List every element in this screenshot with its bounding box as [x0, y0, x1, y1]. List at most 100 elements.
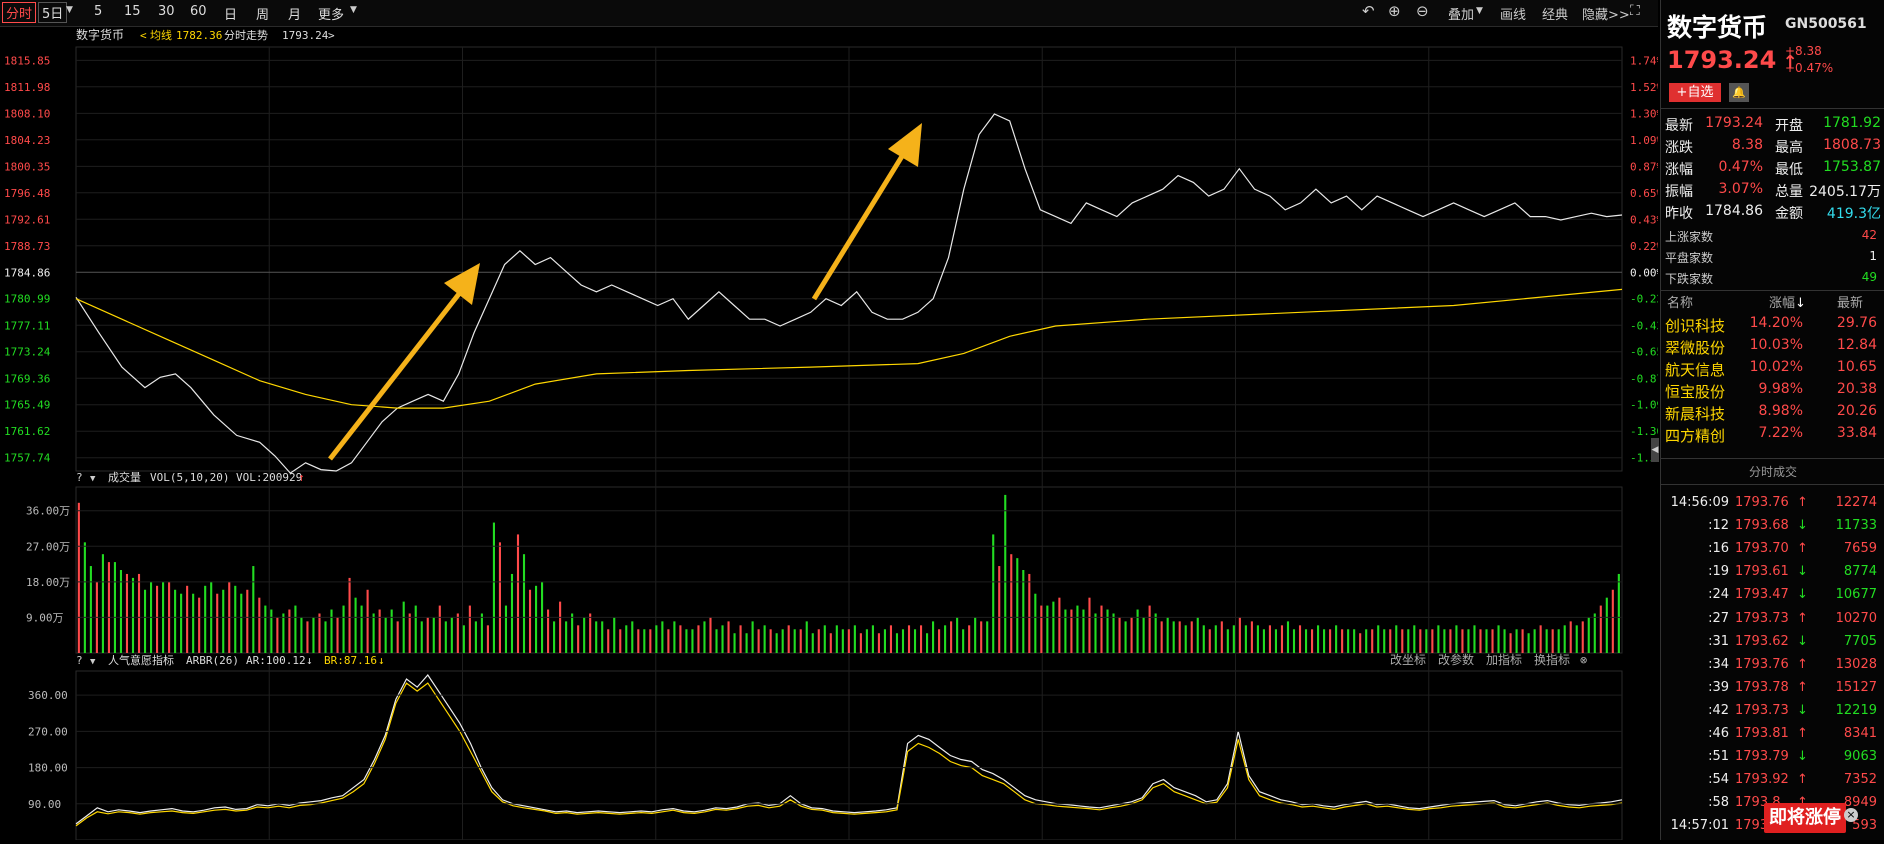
chevron-down-icon[interactable]: ▼	[1476, 6, 1483, 16]
volume-bar	[192, 593, 195, 653]
tick-price: 1793.92	[1735, 772, 1789, 788]
period-day[interactable]: 日	[224, 8, 238, 23]
breadth-value: 49	[1861, 270, 1877, 284]
volume-bar	[77, 502, 80, 653]
volume-bar	[180, 593, 183, 653]
zoom-out-icon[interactable]: ⊖	[1416, 2, 1429, 20]
chevron-down-icon[interactable]: ▼	[350, 5, 357, 15]
period-60min[interactable]: 60	[190, 4, 207, 19]
volume-bar	[366, 589, 369, 653]
breadth-label: 下跌家数	[1665, 272, 1714, 286]
price-axis-label: 1788.73	[4, 240, 50, 253]
volume-bar	[907, 625, 911, 653]
stock-row[interactable]: 四方精创 7.22% 33.84	[1665, 425, 1881, 445]
price-axis-label: 1765.49	[4, 399, 50, 412]
volume-bar	[498, 542, 501, 653]
chevron-down-icon[interactable]: ▼	[66, 5, 73, 15]
zoom-in-icon[interactable]: ⊕	[1388, 2, 1401, 20]
period-15min[interactable]: 15	[124, 4, 141, 19]
stock-row[interactable]: 新晨科技 8.98% 20.26	[1665, 403, 1881, 423]
header-name[interactable]: 名称	[1667, 296, 1694, 311]
stock-row-name: 新晨科技	[1665, 405, 1726, 423]
tick-volume: 13028	[1835, 656, 1877, 672]
hide-button[interactable]: 隐藏>>	[1582, 8, 1630, 23]
period-30min[interactable]: 30	[158, 4, 175, 19]
stock-row[interactable]: 翠微股份 10.03% 12.84	[1665, 337, 1881, 357]
fullscreen-icon[interactable]: ⛶	[1630, 3, 1640, 19]
volume-bar	[1515, 629, 1518, 653]
collapse-icon[interactable]: ▼	[90, 657, 96, 667]
pct-axis-label: 1.30%	[1630, 107, 1658, 120]
tick-volume: 8949	[1843, 795, 1877, 811]
trend-label: 分时走势	[224, 29, 268, 42]
quote-row: 最新 1793.24 开盘 1781.92	[1665, 115, 1881, 135]
tick-time: :46	[1708, 726, 1729, 741]
quote-value: 1784.86	[1705, 203, 1763, 219]
volume-bar	[1052, 601, 1055, 653]
undo-icon[interactable]: ↶	[1362, 2, 1375, 20]
stock-row[interactable]: 航天信息 10.02% 10.65	[1665, 359, 1881, 379]
pct-axis-label: -0.87%	[1630, 372, 1658, 385]
tick-price: 1793.79	[1735, 749, 1789, 765]
tick-volume: 8341	[1843, 726, 1877, 741]
volume-bar	[1557, 629, 1560, 653]
switch-indicator-button[interactable]: 换指标	[1534, 652, 1570, 667]
volume-bar	[1509, 633, 1512, 653]
tick-price: 1793.62	[1735, 633, 1789, 649]
pct-axis-label: 1.09%	[1630, 134, 1658, 147]
volume-bar	[1437, 625, 1440, 653]
stock-row[interactable]: 创识科技 14.20% 29.76	[1665, 315, 1881, 335]
panel-collapse-handle[interactable]: ◀	[1651, 438, 1659, 462]
volume-bar	[1455, 625, 1458, 653]
volume-bar	[1184, 625, 1187, 653]
add-indicator-button[interactable]: 加指标	[1486, 652, 1522, 667]
help-icon[interactable]: ?	[76, 471, 83, 484]
header-pct[interactable]: 涨幅↓	[1769, 296, 1806, 311]
classic-button[interactable]: 经典	[1542, 8, 1569, 23]
period-more[interactable]: 更多	[318, 8, 345, 23]
period-5day[interactable]: 5日	[38, 2, 68, 23]
stock-row-name: 翠微股份	[1665, 339, 1726, 357]
volume-bar	[1094, 613, 1097, 653]
volume-bar	[234, 585, 237, 653]
limit-up-popup[interactable]: 即将涨停	[1764, 803, 1846, 833]
intraday-chart[interactable]: 1815.85 1811.98 1808.10 1804.23 1800.35 1796.…	[0, 27, 1670, 841]
draw-line-button[interactable]: 画线	[1500, 8, 1527, 23]
volume-bar	[925, 633, 929, 653]
close-icon[interactable]: ⊗	[1580, 653, 1587, 667]
volume-bar	[781, 629, 784, 653]
volume-value: VOL:200929	[236, 471, 302, 484]
period-intraday[interactable]: 分时	[2, 2, 37, 23]
arrow-up-icon: ↑	[1797, 495, 1808, 510]
change-axis-button[interactable]: 改坐标	[1390, 653, 1426, 667]
quote-value: 1808.73	[1823, 137, 1881, 153]
collapse-icon[interactable]: ▼	[90, 474, 96, 484]
volume-bar	[1317, 625, 1320, 653]
close-icon[interactable]: ×	[1844, 808, 1858, 822]
period-week[interactable]: 周	[256, 8, 270, 23]
volume-bar	[119, 570, 123, 653]
change-params-button[interactable]: 改参数	[1438, 652, 1474, 667]
stock-row[interactable]: 恒宝股份 9.98% 20.38	[1665, 381, 1881, 401]
volume-bar	[1341, 629, 1344, 653]
add-watchlist-button[interactable]: +自选	[1669, 83, 1721, 102]
chart-area[interactable]: 1815.85 1811.98 1808.10 1804.23 1800.35 1796.…	[0, 27, 1670, 841]
breadth-row: 下跌家数 49	[1665, 270, 1881, 290]
volume-bar	[853, 625, 856, 653]
volume-bar	[125, 573, 129, 653]
header-price[interactable]: 最新	[1837, 296, 1864, 311]
chevron-left-icon[interactable]: <	[140, 29, 147, 42]
period-month[interactable]: 月	[288, 8, 302, 23]
tick-time: :51	[1708, 749, 1729, 765]
quote-row: 昨收 1784.86 金额 419.3亿	[1665, 203, 1881, 223]
volume-bar	[336, 617, 339, 653]
help-icon[interactable]: ?	[76, 654, 83, 667]
chevron-right-icon[interactable]: >	[328, 29, 335, 42]
tick-price: 1793.78	[1735, 679, 1789, 695]
volume-bar	[829, 633, 832, 653]
overlay-menu[interactable]: 叠加	[1448, 8, 1475, 23]
period-5min[interactable]: 5	[94, 4, 103, 19]
alert-bell-icon[interactable]: 🔔	[1729, 83, 1749, 102]
volume-bar	[1088, 597, 1091, 653]
stock-row-price: 10.65	[1836, 359, 1877, 375]
